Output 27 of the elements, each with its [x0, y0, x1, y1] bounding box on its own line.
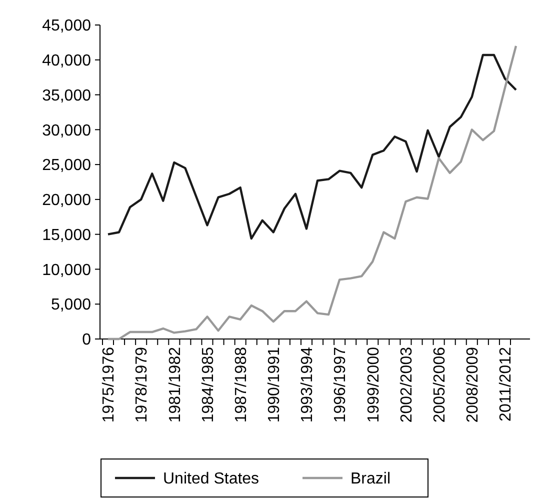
x-tick-label: 1990/1991 — [266, 346, 284, 423]
line-series — [106, 44, 518, 340]
x-tick-label: 1978/1979 — [134, 346, 151, 423]
y-tick-label: 15,000 — [42, 226, 92, 244]
y-tick-label: 0 — [82, 332, 92, 349]
x-tick-label: 2005/2006 — [431, 346, 448, 423]
x-tick-label: 1993/1994 — [299, 346, 316, 423]
line-series — [106, 54, 518, 240]
x-tick-label: 1975/1976 — [100, 346, 118, 423]
x-tick-label: 1999/2000 — [365, 346, 382, 423]
y-tick-label: 10,000 — [42, 262, 92, 279]
x-tick-label: 1981/1982 — [166, 346, 184, 423]
x-tick-label: 2011/2012 — [498, 346, 515, 422]
y-tick-label: 40,000 — [42, 52, 92, 70]
y-tick-label: 45,000 — [42, 18, 92, 35]
x-tick-label: 2002/2003 — [398, 346, 416, 423]
x-tick-label: 1987/1988 — [232, 346, 250, 423]
legend-label: United States — [163, 470, 260, 488]
x-tick-label: 1984/1985 — [200, 346, 217, 423]
y-tick-label: 20,000 — [42, 192, 92, 210]
y-tick-label: 35,000 — [42, 87, 92, 104]
legend-label: Brazil — [350, 470, 391, 488]
x-tick-label: 2008/2009 — [464, 346, 482, 423]
x-tick-label: 1996/1997 — [332, 346, 350, 423]
y-tick-label: 5,000 — [50, 296, 92, 314]
y-tick-label: 25,000 — [42, 157, 92, 174]
y-tick-label: 30,000 — [42, 122, 92, 140]
